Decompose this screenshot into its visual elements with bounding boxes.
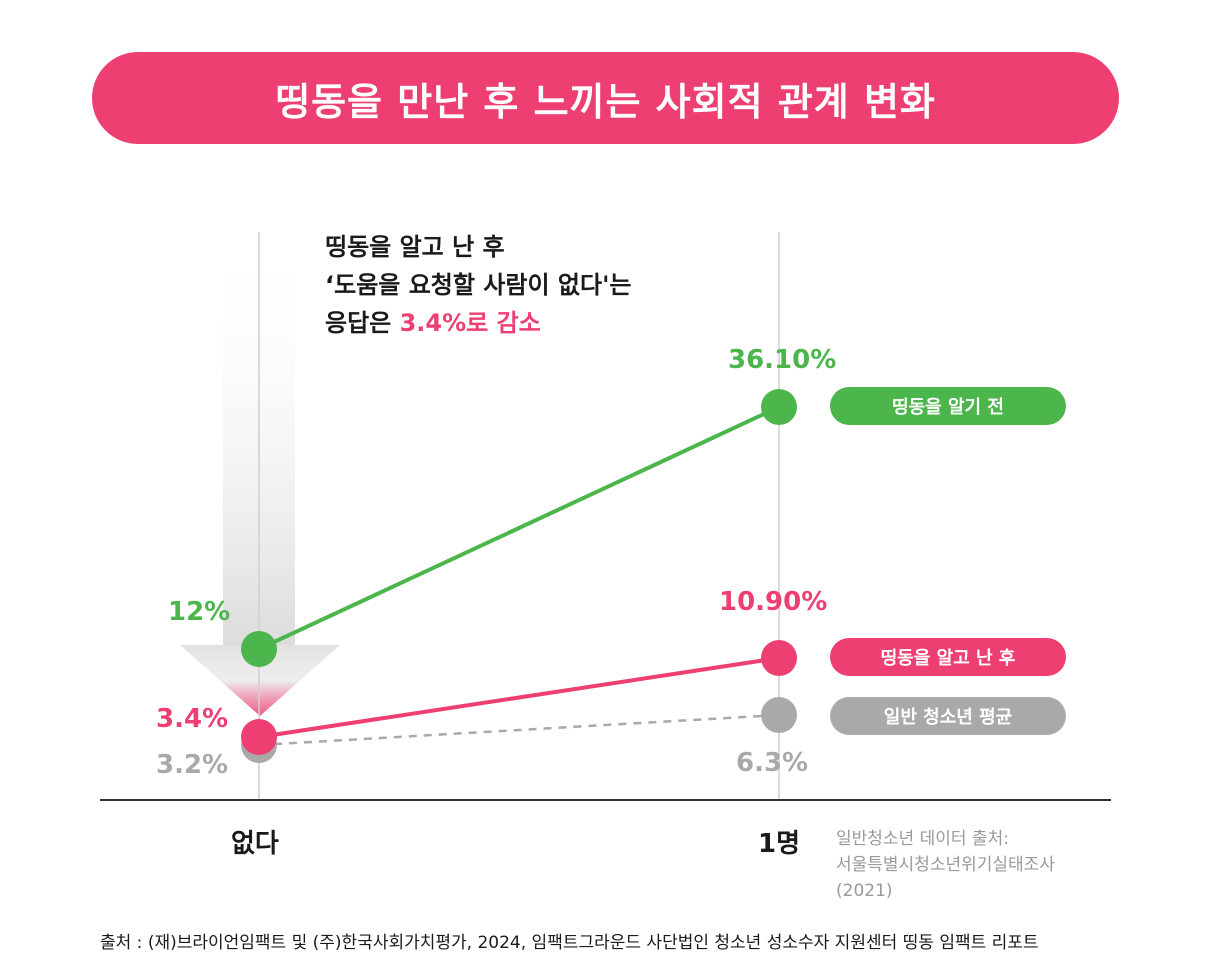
x-tick-one: 1명 [758, 829, 801, 859]
source-note-line-1: 일반청소년 데이터 출처: [836, 829, 1009, 849]
legend-after: 띵동을 알고 난 후 [830, 638, 1066, 676]
source-note-line-3: (2021) [836, 881, 893, 901]
data-label-average-one: 6.3% [736, 748, 809, 778]
data-label-after-one: 10.90% [719, 587, 828, 617]
chart-title: 띵동을 만난 후 느끼는 사회적 관계 변화 [275, 79, 936, 124]
annotation-line-2: ‘도움을 요청할 사람이 없다'는 [325, 271, 632, 299]
data-label-average-none: 3.2% [156, 750, 229, 780]
data-label-before-none: 12% [168, 597, 231, 627]
point-after-1 [761, 640, 797, 676]
series-line-before [258, 405, 780, 651]
down-arrow-head [180, 645, 340, 716]
point-before-0 [241, 631, 277, 667]
annotation-highlight: 3.4%로 감소 [399, 309, 541, 337]
source-note-line-2: 서울특별시청소년위기실태조사 [836, 855, 1055, 875]
data-source-note: 일반청소년 데이터 출처: 서울특별시청소년위기실태조사 (2021) [836, 826, 1055, 904]
annotation-line-1: 띵동을 알고 난 후 [325, 233, 505, 261]
legend-before: 띵동을 알기 전 [830, 387, 1066, 425]
annotation: 띵동을 알고 난 후 ‘도움을 요청할 사람이 없다'는 응답은 3.4%로 감… [325, 228, 632, 342]
footer-source: 출처 : (재)브라이언임팩트 및 (주)한국사회가치평가, 2024, 임팩트… [100, 933, 1039, 953]
x-tick-none: 없다 [231, 829, 279, 859]
annotation-prefix: 응답은 [325, 309, 400, 337]
point-average-1 [761, 697, 797, 733]
legend-average: 일반 청소년 평균 [830, 697, 1066, 735]
data-label-before-one: 36.10% [728, 345, 837, 375]
data-label-after-none: 3.4% [156, 704, 229, 734]
series-line-average [258, 713, 780, 747]
point-after-0 [241, 719, 277, 755]
title-banner: 띵동을 만난 후 느끼는 사회적 관계 변화 [92, 52, 1119, 144]
point-before-1 [761, 389, 797, 425]
series-line-after [258, 656, 780, 739]
annotation-line-3: 응답은 3.4%로 감소 [325, 304, 632, 342]
